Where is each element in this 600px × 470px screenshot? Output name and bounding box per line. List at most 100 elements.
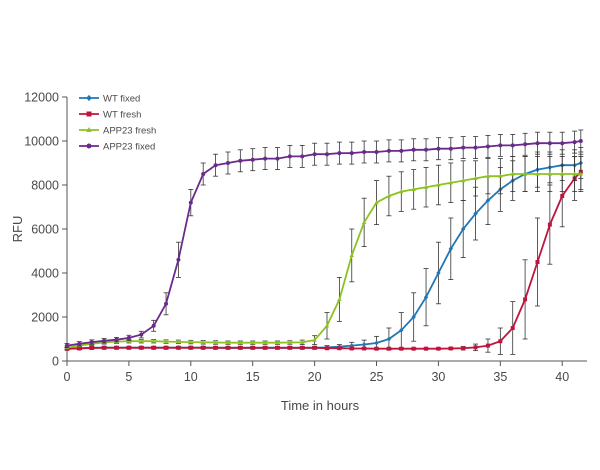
data-point bbox=[547, 171, 553, 176]
axes: 0 2000 4000 6000 8000 10000 12000 0 5 10 15 20 25 30 3… bbox=[24, 91, 587, 384]
data-point bbox=[89, 346, 94, 351]
data-point bbox=[263, 345, 268, 350]
data-point bbox=[324, 323, 330, 328]
data-point bbox=[386, 193, 392, 198]
series-line bbox=[66, 162, 582, 350]
data-point bbox=[411, 346, 416, 351]
data-point bbox=[535, 171, 540, 176]
x-tick-label: 20 bbox=[308, 370, 322, 384]
series-app23-fixed bbox=[64, 129, 584, 349]
data-point bbox=[411, 147, 416, 152]
series-line bbox=[66, 173, 581, 349]
data-point bbox=[77, 341, 82, 346]
data-point bbox=[523, 142, 528, 147]
data-point bbox=[349, 151, 354, 156]
data-point bbox=[578, 139, 583, 143]
data-point bbox=[572, 140, 577, 145]
data-point bbox=[102, 345, 107, 350]
data-point bbox=[139, 332, 144, 337]
data-point bbox=[572, 171, 577, 176]
data-point bbox=[461, 346, 466, 351]
data-point bbox=[498, 173, 503, 178]
data-point bbox=[275, 156, 280, 161]
data-point bbox=[436, 346, 441, 351]
data-point bbox=[188, 200, 193, 205]
legend-item-app23-fresh: APP23 fresh bbox=[79, 126, 156, 137]
data-point bbox=[114, 345, 119, 350]
data-point bbox=[263, 156, 268, 161]
data-point bbox=[300, 339, 305, 344]
data-point bbox=[213, 163, 218, 168]
legend-label: APP23 fresh bbox=[103, 126, 156, 137]
data-point bbox=[275, 340, 280, 345]
data-point bbox=[163, 339, 169, 344]
data-point bbox=[176, 257, 181, 262]
data-point bbox=[139, 338, 144, 343]
x-tick-label: 15 bbox=[246, 370, 260, 384]
x-tick-label: 10 bbox=[184, 370, 198, 384]
data-point bbox=[164, 301, 169, 306]
data-point bbox=[238, 158, 243, 163]
data-point bbox=[287, 154, 292, 159]
data-point bbox=[510, 326, 515, 330]
data-point bbox=[337, 151, 342, 156]
data-point bbox=[374, 340, 379, 346]
data-point bbox=[176, 339, 181, 344]
data-point bbox=[424, 346, 429, 351]
data-point bbox=[547, 141, 552, 146]
data-point bbox=[89, 340, 94, 345]
data-point bbox=[225, 345, 230, 350]
data-point bbox=[126, 345, 131, 350]
legend: WT fixed WT fresh APP23 fresh APP23 fixed bbox=[79, 94, 156, 153]
data-point bbox=[337, 297, 342, 301]
data-point bbox=[349, 253, 354, 257]
data-point bbox=[498, 339, 503, 344]
series-layer bbox=[64, 129, 584, 355]
series-wt-fixed bbox=[64, 147, 584, 352]
data-point bbox=[262, 340, 268, 345]
x-tick-label: 30 bbox=[431, 370, 445, 384]
data-point bbox=[399, 346, 404, 351]
data-point bbox=[473, 345, 478, 350]
data-point bbox=[374, 346, 379, 351]
data-point bbox=[361, 220, 367, 224]
x-tick-label: 0 bbox=[64, 370, 71, 384]
data-point bbox=[547, 222, 552, 227]
data-point bbox=[498, 143, 503, 148]
data-point bbox=[188, 339, 194, 344]
data-point bbox=[399, 189, 404, 194]
data-point bbox=[460, 178, 466, 183]
data-point bbox=[312, 152, 317, 157]
data-point bbox=[448, 246, 454, 252]
y-tick-label: 10000 bbox=[24, 135, 59, 149]
data-point bbox=[225, 161, 230, 165]
series-wt-fresh bbox=[64, 153, 584, 355]
data-point bbox=[436, 270, 441, 276]
legend-item-app23-fixed: APP23 fixed bbox=[79, 142, 155, 153]
data-point bbox=[287, 340, 293, 345]
data-point bbox=[411, 314, 416, 320]
data-point bbox=[176, 345, 181, 350]
data-point bbox=[473, 176, 478, 180]
y-tick-label: 2000 bbox=[31, 311, 59, 325]
data-point bbox=[151, 345, 156, 350]
data-point bbox=[362, 150, 367, 154]
data-point bbox=[448, 346, 453, 351]
data-point bbox=[250, 345, 255, 350]
y-tick-label: 6000 bbox=[31, 223, 59, 237]
data-point bbox=[522, 171, 528, 176]
data-point bbox=[374, 150, 379, 154]
data-point bbox=[300, 345, 305, 350]
data-point bbox=[238, 340, 243, 345]
data-point bbox=[424, 147, 429, 152]
data-point bbox=[423, 184, 429, 189]
data-point bbox=[126, 335, 131, 340]
data-point bbox=[325, 152, 329, 157]
data-point bbox=[436, 182, 441, 187]
data-point bbox=[275, 345, 280, 350]
x-tick-label: 25 bbox=[370, 370, 384, 384]
series-line bbox=[66, 140, 581, 347]
data-point bbox=[374, 200, 379, 205]
legend-label: APP23 fixed bbox=[103, 142, 155, 153]
